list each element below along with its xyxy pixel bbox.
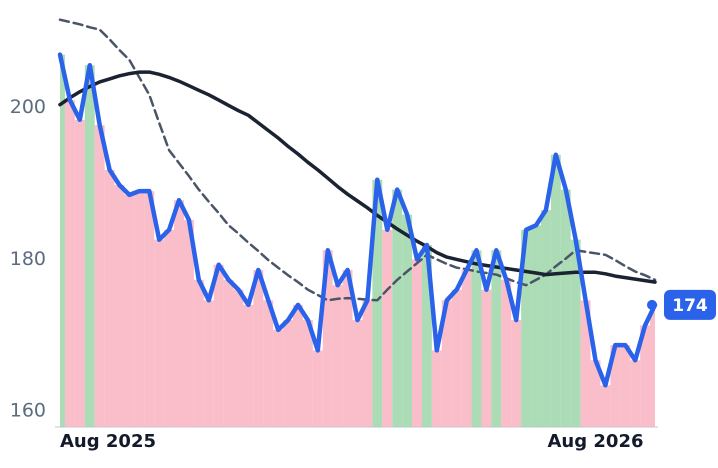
- area-column: [600, 385, 611, 427]
- area-column: [322, 250, 333, 427]
- x-tick-label: Aug 2026: [548, 431, 644, 452]
- area-column: [263, 300, 274, 427]
- area-column: [233, 289, 244, 427]
- area-column: [471, 250, 482, 427]
- area-column: [273, 329, 284, 427]
- area-column: [431, 350, 442, 427]
- area-column: [283, 320, 294, 427]
- area-column: [402, 214, 413, 427]
- area-column: [64, 100, 75, 427]
- area-column: [650, 304, 655, 427]
- area-column: [382, 229, 393, 427]
- area-column: [134, 191, 145, 427]
- y-tick-label: 200: [10, 96, 46, 118]
- area-column: [104, 169, 115, 427]
- area-column: [60, 54, 65, 428]
- area-column: [154, 239, 165, 427]
- area-column: [620, 345, 631, 427]
- area-column: [213, 264, 224, 427]
- area-column: [253, 270, 264, 427]
- area-column: [630, 360, 641, 427]
- area-column: [451, 289, 462, 427]
- area-column: [174, 200, 184, 427]
- y-tick-label: 180: [10, 248, 46, 270]
- area-column: [421, 244, 432, 427]
- area-column: [501, 279, 512, 427]
- area-column: [223, 279, 234, 427]
- y-tick-label: 160: [10, 400, 46, 422]
- area-column: [183, 219, 194, 427]
- area-column: [570, 239, 581, 427]
- series-line: [58, 18, 657, 302]
- area-column: [412, 259, 422, 427]
- x-tick-label: Aug 2025: [60, 431, 156, 452]
- last-point: [647, 299, 657, 310]
- area-column: [392, 189, 403, 427]
- area-column: [511, 320, 522, 427]
- area-column: [441, 300, 452, 427]
- area-column: [164, 229, 175, 427]
- area-column: [332, 285, 343, 427]
- area-column: [293, 304, 303, 427]
- area-column: [580, 300, 591, 427]
- area-column: [312, 350, 323, 427]
- area-column: [114, 185, 125, 427]
- area-column: [531, 225, 541, 427]
- area-column: [302, 320, 313, 427]
- price-label: 174: [672, 296, 708, 316]
- area-column: [540, 210, 551, 427]
- area-column: [590, 360, 601, 427]
- price-badge: [664, 289, 716, 320]
- area-column: [203, 300, 214, 427]
- area-column: [84, 65, 95, 427]
- area-column: [193, 279, 204, 427]
- area-column: [372, 179, 383, 427]
- area-column: [550, 154, 561, 427]
- area-column: [342, 270, 353, 427]
- area-column: [491, 250, 502, 427]
- series-line: [58, 70, 657, 284]
- area-column: [640, 325, 651, 427]
- area-column: [461, 270, 472, 427]
- area-column: [124, 194, 135, 427]
- area-column: [610, 345, 621, 427]
- area-column: [94, 125, 105, 428]
- area-column: [481, 289, 492, 427]
- area-column: [144, 191, 155, 427]
- area-column: [521, 229, 532, 427]
- series-line: [57, 52, 658, 388]
- area-column: [560, 189, 571, 427]
- area-column: [243, 304, 254, 427]
- area-column: [74, 119, 85, 427]
- area-column: [362, 300, 373, 427]
- area-column: [352, 320, 363, 427]
